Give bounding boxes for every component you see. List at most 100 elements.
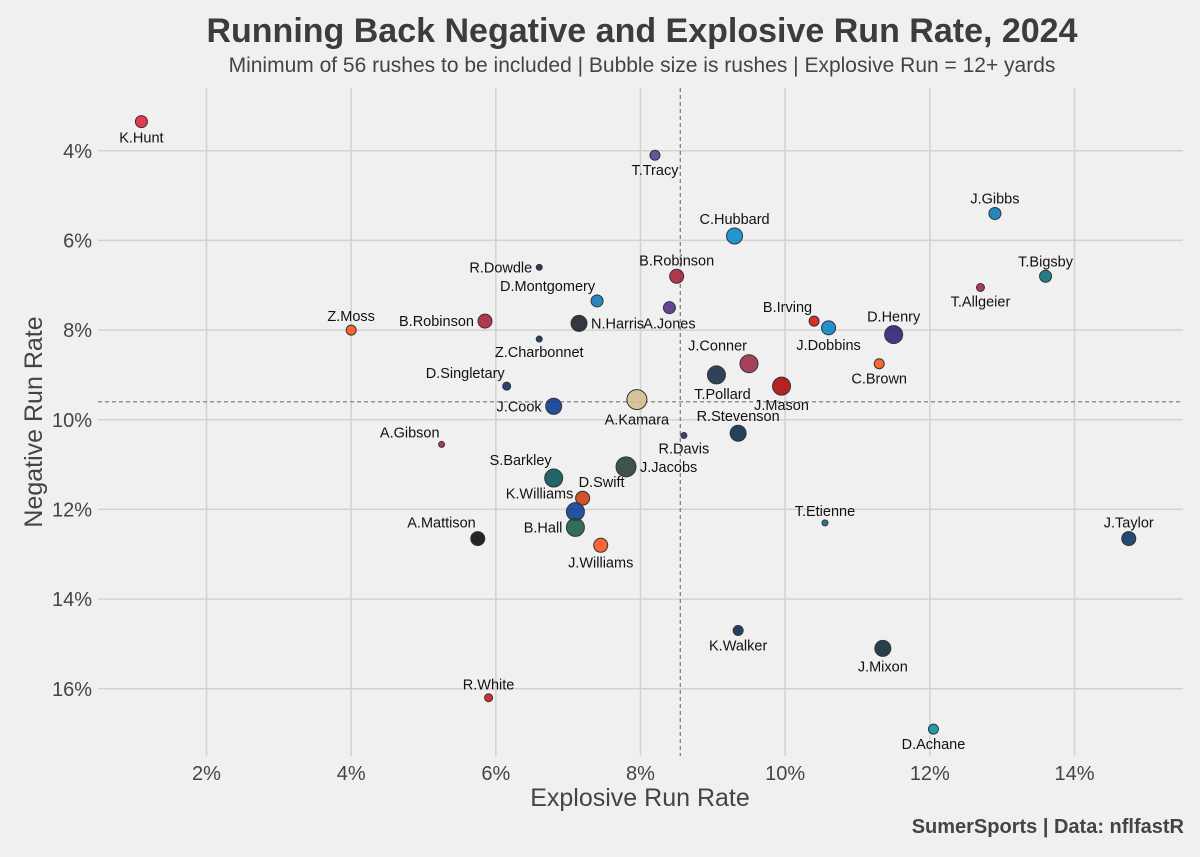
point-label: J.Mixon [858,659,908,675]
y-tick-label: 12% [52,499,92,521]
point-label: J.Conner [688,339,747,355]
data-point [345,324,357,336]
data-point [575,490,591,506]
data-point [470,531,486,547]
data-point [884,325,904,345]
point-label: S.Barkley [490,453,553,469]
point-label: T.Bigsby [1018,254,1074,270]
x-axis-label: Explosive Run Rate [530,784,750,812]
data-point [662,301,676,315]
y-tick-labels: 4% 6% 8% 10% 12% 14% 16% [52,141,92,701]
data-point [477,313,493,329]
point-label: J.Williams [568,555,633,571]
chart-title: Running Back Negative and Explosive Run … [206,12,1078,50]
y-tick-label: 14% [52,589,92,611]
point-label: D.Singletary [426,366,506,382]
point-label: T.Etienne [795,504,855,520]
point-label: J.Cook [497,399,543,415]
data-point [873,358,885,370]
point-label: A.Gibson [380,425,440,441]
point-label: T.Pollard [694,387,750,403]
data-point [535,263,543,271]
data-point [1121,531,1137,547]
point-label: B.Robinson [399,314,474,330]
point-label: A.Jones [643,317,695,333]
data-point [726,227,744,245]
data-point [739,354,759,374]
point-label: J.Taylor [1104,516,1154,532]
x-tick-label: 4% [337,763,366,785]
data-point [988,207,1002,221]
point-label: D.Swift [579,475,625,491]
data-point [874,639,892,657]
chart-subtitle: Minimum of 56 rushes to be included | Bu… [228,54,1056,77]
source-credit: SumerSports | Data: nflfastR [911,816,1184,838]
data-point [626,389,648,411]
data-point [649,149,661,161]
x-tick-label: 10% [765,763,805,785]
data-point [484,693,494,703]
point-label: R.Stevenson [697,409,780,425]
point-label: T.Allgeier [951,295,1011,311]
data-point [706,365,726,385]
point-label: B.Irving [763,300,812,316]
data-point [1039,269,1053,283]
data-point [590,294,604,308]
point-label: D.Achane [902,737,966,753]
point-label: R.White [463,678,515,694]
y-tick-label: 16% [52,679,92,701]
data-point [669,268,685,284]
point-label: D.Henry [867,310,921,326]
point-label: K.Williams [506,487,574,503]
y-tick-label: 6% [63,230,92,252]
data-point [808,315,820,327]
data-point [570,314,588,332]
y-axis-label: Negative Run Rate [20,316,48,527]
data-point [680,431,688,439]
point-label: A.Kamara [605,413,670,429]
x-tick-label: 8% [626,763,655,785]
data-point [927,723,939,735]
point-labels: K.Hunt T.Tracy J.Gibbs C.Hubbard R.Dowdle B.R… [119,131,1154,753]
data-point [821,320,837,336]
data-point [975,283,985,293]
point-label: J.Mason [754,398,809,414]
point-label: R.Dowdle [469,260,532,276]
grid-lines [98,88,1183,756]
point-label: J.Jacobs [640,460,697,476]
point-label: Z.Moss [327,309,375,325]
data-point [732,624,744,636]
y-tick-label: 8% [63,320,92,342]
point-label: Z.Charbonnet [495,345,584,361]
x-tick-label: 6% [481,763,510,785]
data-point [565,517,585,537]
point-label: C.Hubbard [699,212,769,228]
point-label: J.Gibbs [970,192,1019,208]
y-tick-label: 10% [52,410,92,432]
x-tick-label: 12% [910,763,950,785]
data-point [593,537,609,553]
data-points [134,115,1137,735]
point-label: J.Dobbins [796,338,860,354]
data-point [535,335,543,343]
point-label: R.Davis [659,441,710,457]
data-point [438,440,446,448]
point-label: B.Hall [524,520,563,536]
point-label: D.Montgomery [500,279,596,295]
data-point [134,115,148,129]
data-point [502,381,512,391]
data-point [772,376,792,396]
point-label: T.Tracy [631,163,679,179]
point-label: K.Walker [709,638,767,654]
point-label: C.Brown [851,372,907,388]
point-label: B.Robinson [639,253,714,269]
point-label: A.Mattison [407,516,476,532]
y-tick-label: 4% [63,141,92,163]
data-point [729,424,747,442]
data-point [821,519,829,527]
point-label: N.Harris [591,316,644,332]
x-tick-label: 14% [1054,763,1094,785]
data-point [544,468,564,488]
point-label: K.Hunt [119,131,163,147]
